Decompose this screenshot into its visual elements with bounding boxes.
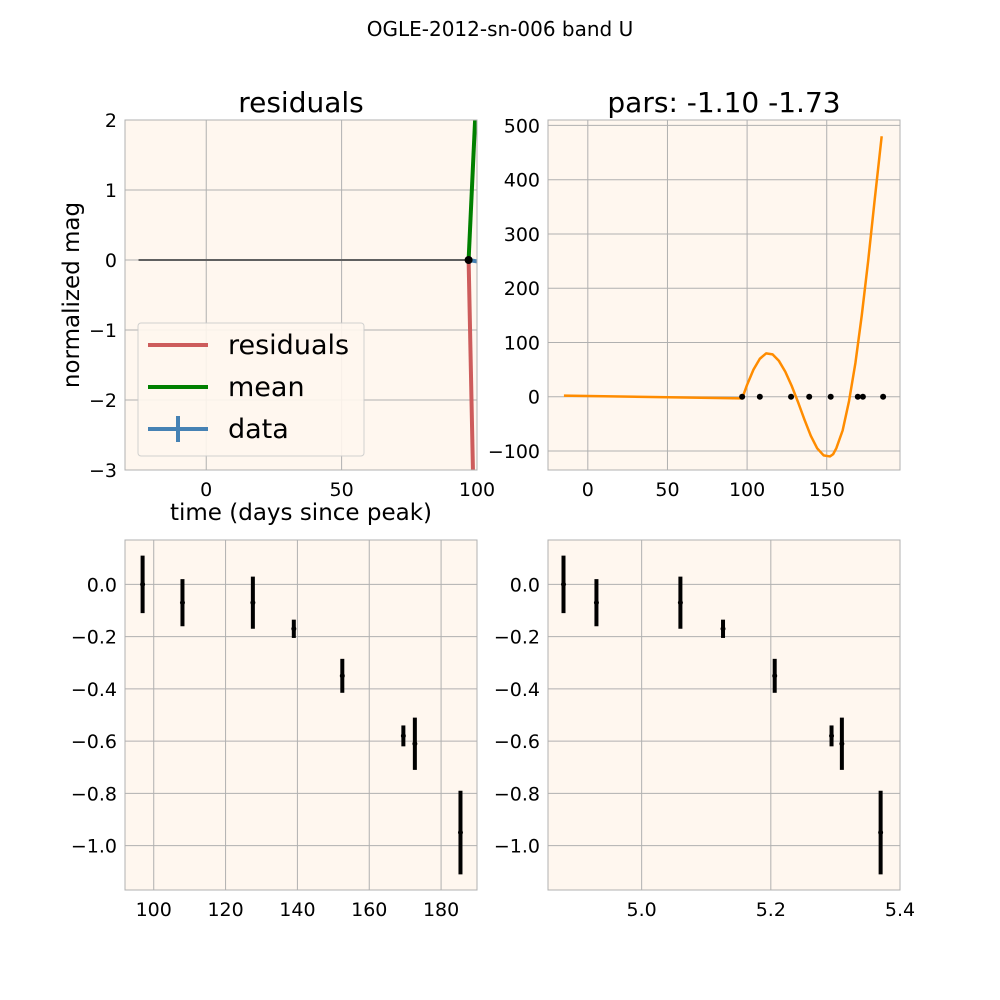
plot-content [138, 120, 477, 470]
x-tick-label: 50 [655, 479, 679, 501]
data-point [250, 600, 256, 606]
legend-label-data: data [228, 414, 289, 445]
plot-area [125, 540, 477, 890]
y-tick-label: −3 [89, 460, 117, 482]
y-tick-label: −2 [89, 390, 117, 412]
axes-frame [547, 119, 901, 471]
mean-series-line [466, 120, 477, 261]
data-point [140, 581, 146, 587]
y-tick-label: 0 [105, 250, 117, 272]
data-point [806, 393, 813, 400]
x-tick-label: 100 [459, 479, 495, 501]
y-tick-label: 2 [105, 110, 117, 132]
data-point [829, 733, 835, 739]
plot-content [563, 136, 887, 458]
y-tick-label: 100 [504, 332, 540, 354]
y-tick-label: 0.0 [510, 574, 540, 596]
y-tick-label: 400 [504, 170, 540, 192]
x-tick-label: 140 [279, 899, 315, 921]
figure-suptitle: OGLE-2012-sn-006 band U [367, 17, 634, 41]
x-tick-label: 180 [423, 899, 459, 921]
data-point [291, 626, 297, 632]
data-point [561, 581, 567, 587]
data-point [464, 256, 473, 264]
y-tick-label: −1 [89, 320, 117, 342]
y-tick-label: −100 [488, 441, 540, 463]
legend-label-residuals: residuals [228, 330, 349, 361]
y-tick-label: −0.4 [494, 679, 540, 701]
y-tick-label: −0.8 [494, 783, 540, 805]
y-tick-label: −1.0 [494, 836, 540, 858]
y-tick-label: −0.6 [71, 731, 117, 753]
time-data-panel: 100 120 140 160 180 −1.0 −0.8 −0.6 −0.4 −0.2 0.0 [71, 539, 478, 921]
plot-content [561, 555, 884, 875]
y-tick-label: 300 [504, 224, 540, 246]
legend-box [137, 322, 365, 457]
x-tick-label: 100 [136, 899, 172, 921]
data-point [756, 393, 763, 400]
y-tick-label: 0.0 [87, 574, 117, 596]
plot-content [140, 555, 463, 875]
data-point [400, 733, 406, 739]
x-tick-label: 160 [351, 899, 387, 921]
data-point [859, 393, 866, 400]
y-tick-label: −0.4 [71, 679, 117, 701]
y-tick-label: −0.2 [71, 627, 117, 649]
data-point [772, 673, 778, 679]
data-point [593, 600, 599, 606]
axes-frame [547, 539, 901, 891]
y-tick-label: 200 [504, 278, 540, 300]
x-axis-label: time (days since peak) [170, 500, 432, 526]
data-point [412, 741, 418, 747]
panel-title: residuals [238, 86, 364, 119]
y-tick-label: −0.8 [71, 783, 117, 805]
y-tick-label: 0 [528, 387, 540, 409]
y-tick-label: 1 [105, 180, 117, 202]
x-tick-label: 0 [200, 479, 212, 501]
model-panel: 0 50 100 150 −100 0 100 200 300 400 500 pars: -1.10… [488, 86, 901, 501]
y-tick-label: −0.2 [494, 627, 540, 649]
x-tick-label: 5.2 [756, 899, 786, 921]
data-point [179, 600, 185, 606]
legend: residuals mean data [137, 322, 365, 457]
data-point [878, 830, 884, 836]
axes-frame [124, 119, 478, 471]
data-point [788, 393, 795, 400]
data-point [739, 393, 746, 400]
logtime-data-panel: 5.0 5.2 5.4 −1.0 −0.8 −0.6 −0.4 −0.2 0.0 [494, 539, 915, 921]
residuals-panel: 0 50 100 −3 −2 −1 0 1 2 residuals time (days since… [59, 86, 495, 526]
model-series-line [563, 136, 883, 458]
legend-label-mean: mean [228, 372, 305, 403]
axes-frame [124, 539, 478, 891]
x-tick-label: 120 [207, 899, 243, 921]
x-tick-label: 0 [582, 479, 594, 501]
plot-area [548, 540, 900, 890]
data-point [827, 393, 834, 400]
data-point [677, 600, 683, 606]
y-tick-label: −1.0 [71, 836, 117, 858]
data-point [880, 393, 887, 400]
data-point [720, 626, 726, 632]
y-axis-label: normalized mag [59, 202, 85, 388]
data-point [839, 741, 845, 747]
x-tick-label: 5.0 [627, 899, 657, 921]
x-tick-label: 100 [729, 479, 765, 501]
data-point [854, 393, 861, 400]
data-point [339, 673, 345, 679]
plot-area [548, 120, 900, 470]
data-point [457, 830, 463, 836]
panel-title: pars: -1.10 -1.73 [607, 86, 840, 119]
y-tick-label: 500 [504, 115, 540, 137]
x-tick-label: 50 [330, 479, 354, 501]
y-tick-label: −0.6 [494, 731, 540, 753]
residuals-series-line [466, 259, 475, 470]
x-tick-label: 150 [809, 479, 845, 501]
x-tick-label: 5.4 [885, 899, 915, 921]
